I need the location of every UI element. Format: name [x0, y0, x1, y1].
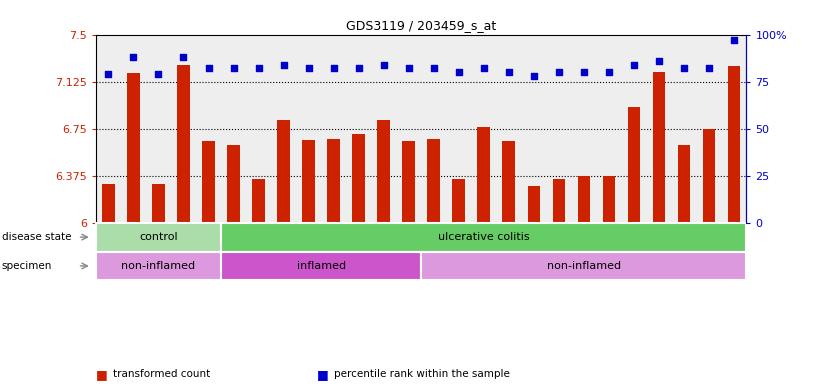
Bar	[603, 176, 615, 223]
Bar	[203, 141, 215, 223]
Bar	[178, 65, 190, 223]
Bar	[421, 252, 746, 280]
Bar	[328, 139, 340, 223]
Bar	[221, 223, 746, 252]
Point	[277, 61, 290, 68]
Point	[152, 71, 165, 77]
Bar	[453, 179, 465, 223]
Bar	[96, 252, 221, 280]
Text: control: control	[139, 232, 178, 242]
Point	[302, 65, 315, 71]
Bar	[353, 134, 365, 223]
Bar	[96, 223, 221, 252]
Point	[227, 65, 240, 71]
Point	[377, 61, 390, 68]
Bar	[278, 120, 290, 223]
Bar	[378, 120, 390, 223]
Title: GDS3119 / 203459_s_at: GDS3119 / 203459_s_at	[346, 19, 496, 32]
Point	[102, 71, 115, 77]
Point	[677, 65, 691, 71]
Point	[627, 61, 641, 68]
Bar	[678, 145, 691, 223]
Point	[477, 65, 490, 71]
Text: ulcerative colitis: ulcerative colitis	[438, 232, 530, 242]
Point	[702, 65, 716, 71]
Bar	[428, 139, 440, 223]
Point	[552, 69, 565, 75]
Point	[527, 73, 540, 79]
Bar	[127, 73, 140, 223]
Point	[652, 58, 666, 64]
Point	[402, 65, 415, 71]
Bar	[728, 66, 741, 223]
Bar	[503, 141, 515, 223]
Text: non-inflamed: non-inflamed	[547, 261, 620, 271]
Bar	[703, 129, 716, 223]
Point	[427, 65, 440, 71]
Bar	[553, 179, 565, 223]
Text: ■: ■	[317, 368, 329, 381]
Point	[252, 65, 265, 71]
Bar	[153, 184, 165, 223]
Point	[352, 65, 365, 71]
Bar	[227, 145, 240, 223]
Text: disease state: disease state	[2, 232, 71, 242]
Point	[327, 65, 340, 71]
Bar	[303, 140, 315, 223]
Text: percentile rank within the sample: percentile rank within the sample	[334, 369, 510, 379]
Point	[202, 65, 215, 71]
Bar	[653, 72, 666, 223]
Text: transformed count: transformed count	[113, 369, 210, 379]
Point	[127, 54, 140, 60]
Bar	[478, 127, 490, 223]
Bar	[403, 141, 415, 223]
Point	[602, 69, 615, 75]
Point	[577, 69, 590, 75]
Point	[177, 54, 190, 60]
Point	[452, 69, 465, 75]
Text: specimen: specimen	[2, 261, 52, 271]
Text: inflamed: inflamed	[297, 261, 345, 271]
Bar	[221, 252, 421, 280]
Point	[502, 69, 515, 75]
Bar	[103, 184, 115, 223]
Text: non-inflamed: non-inflamed	[122, 261, 195, 271]
Bar	[253, 179, 265, 223]
Point	[727, 37, 741, 43]
Text: ■: ■	[96, 368, 108, 381]
Bar	[577, 176, 590, 223]
Bar	[528, 186, 540, 223]
Bar	[628, 107, 641, 223]
